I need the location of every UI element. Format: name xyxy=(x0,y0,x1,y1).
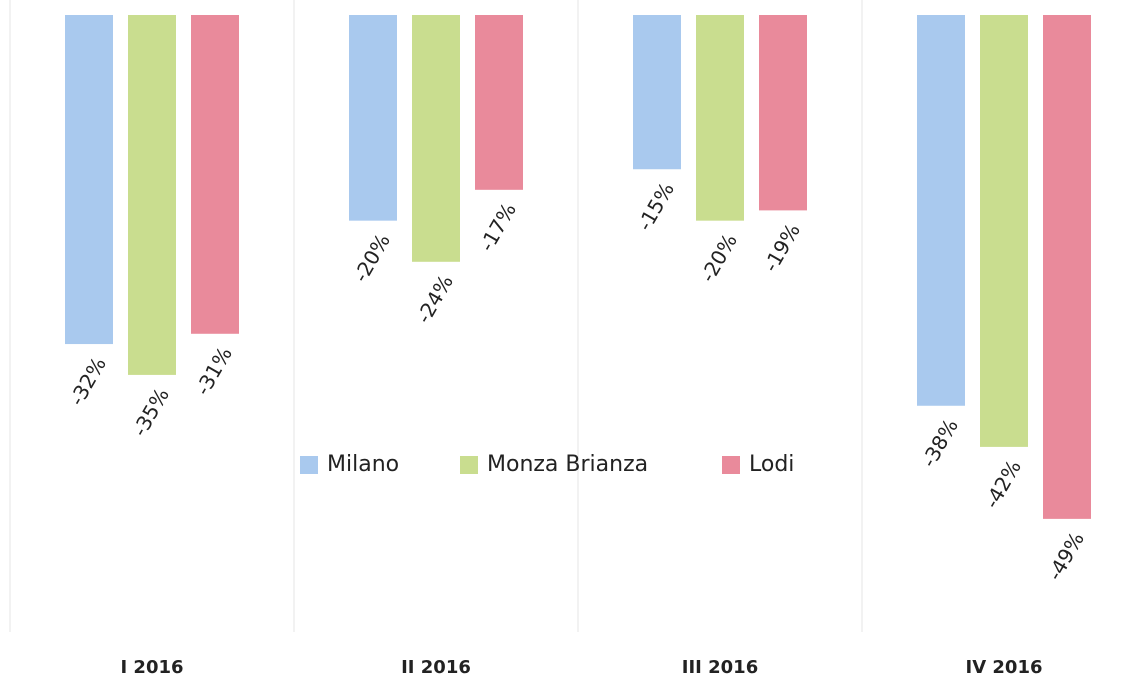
bar xyxy=(349,15,397,221)
legend-swatch xyxy=(300,456,318,474)
x-tick-label: IV 2016 xyxy=(966,657,1043,678)
legend-label: Lodi xyxy=(749,452,794,477)
legend-label: Milano xyxy=(327,452,399,477)
data-label: -19% xyxy=(758,219,805,276)
legend-label: Monza Brianza xyxy=(487,452,648,477)
bar xyxy=(696,15,744,221)
data-label: -32% xyxy=(64,353,111,410)
data-label: -38% xyxy=(916,415,963,472)
data-label: -17% xyxy=(474,199,521,256)
bar xyxy=(191,15,239,334)
data-label: -49% xyxy=(1042,528,1089,585)
x-tick-label: I 2016 xyxy=(120,657,183,678)
bar xyxy=(759,15,807,211)
bar xyxy=(128,15,176,375)
x-tick-label: III 2016 xyxy=(682,657,758,678)
legend-swatch xyxy=(722,456,740,474)
data-label: -24% xyxy=(411,271,458,328)
data-label: -42% xyxy=(979,456,1026,513)
bar xyxy=(1043,15,1091,519)
data-label: -15% xyxy=(632,178,679,235)
bar xyxy=(980,15,1028,447)
bar xyxy=(412,15,460,262)
data-label: -20% xyxy=(695,230,742,287)
bar xyxy=(633,15,681,170)
data-label: -31% xyxy=(190,343,237,400)
bar xyxy=(917,15,965,406)
data-label: -20% xyxy=(348,230,395,287)
bar xyxy=(65,15,113,345)
x-tick-label: II 2016 xyxy=(401,657,471,678)
legend-swatch xyxy=(460,456,478,474)
data-label: -35% xyxy=(127,384,174,441)
bar xyxy=(475,15,523,190)
